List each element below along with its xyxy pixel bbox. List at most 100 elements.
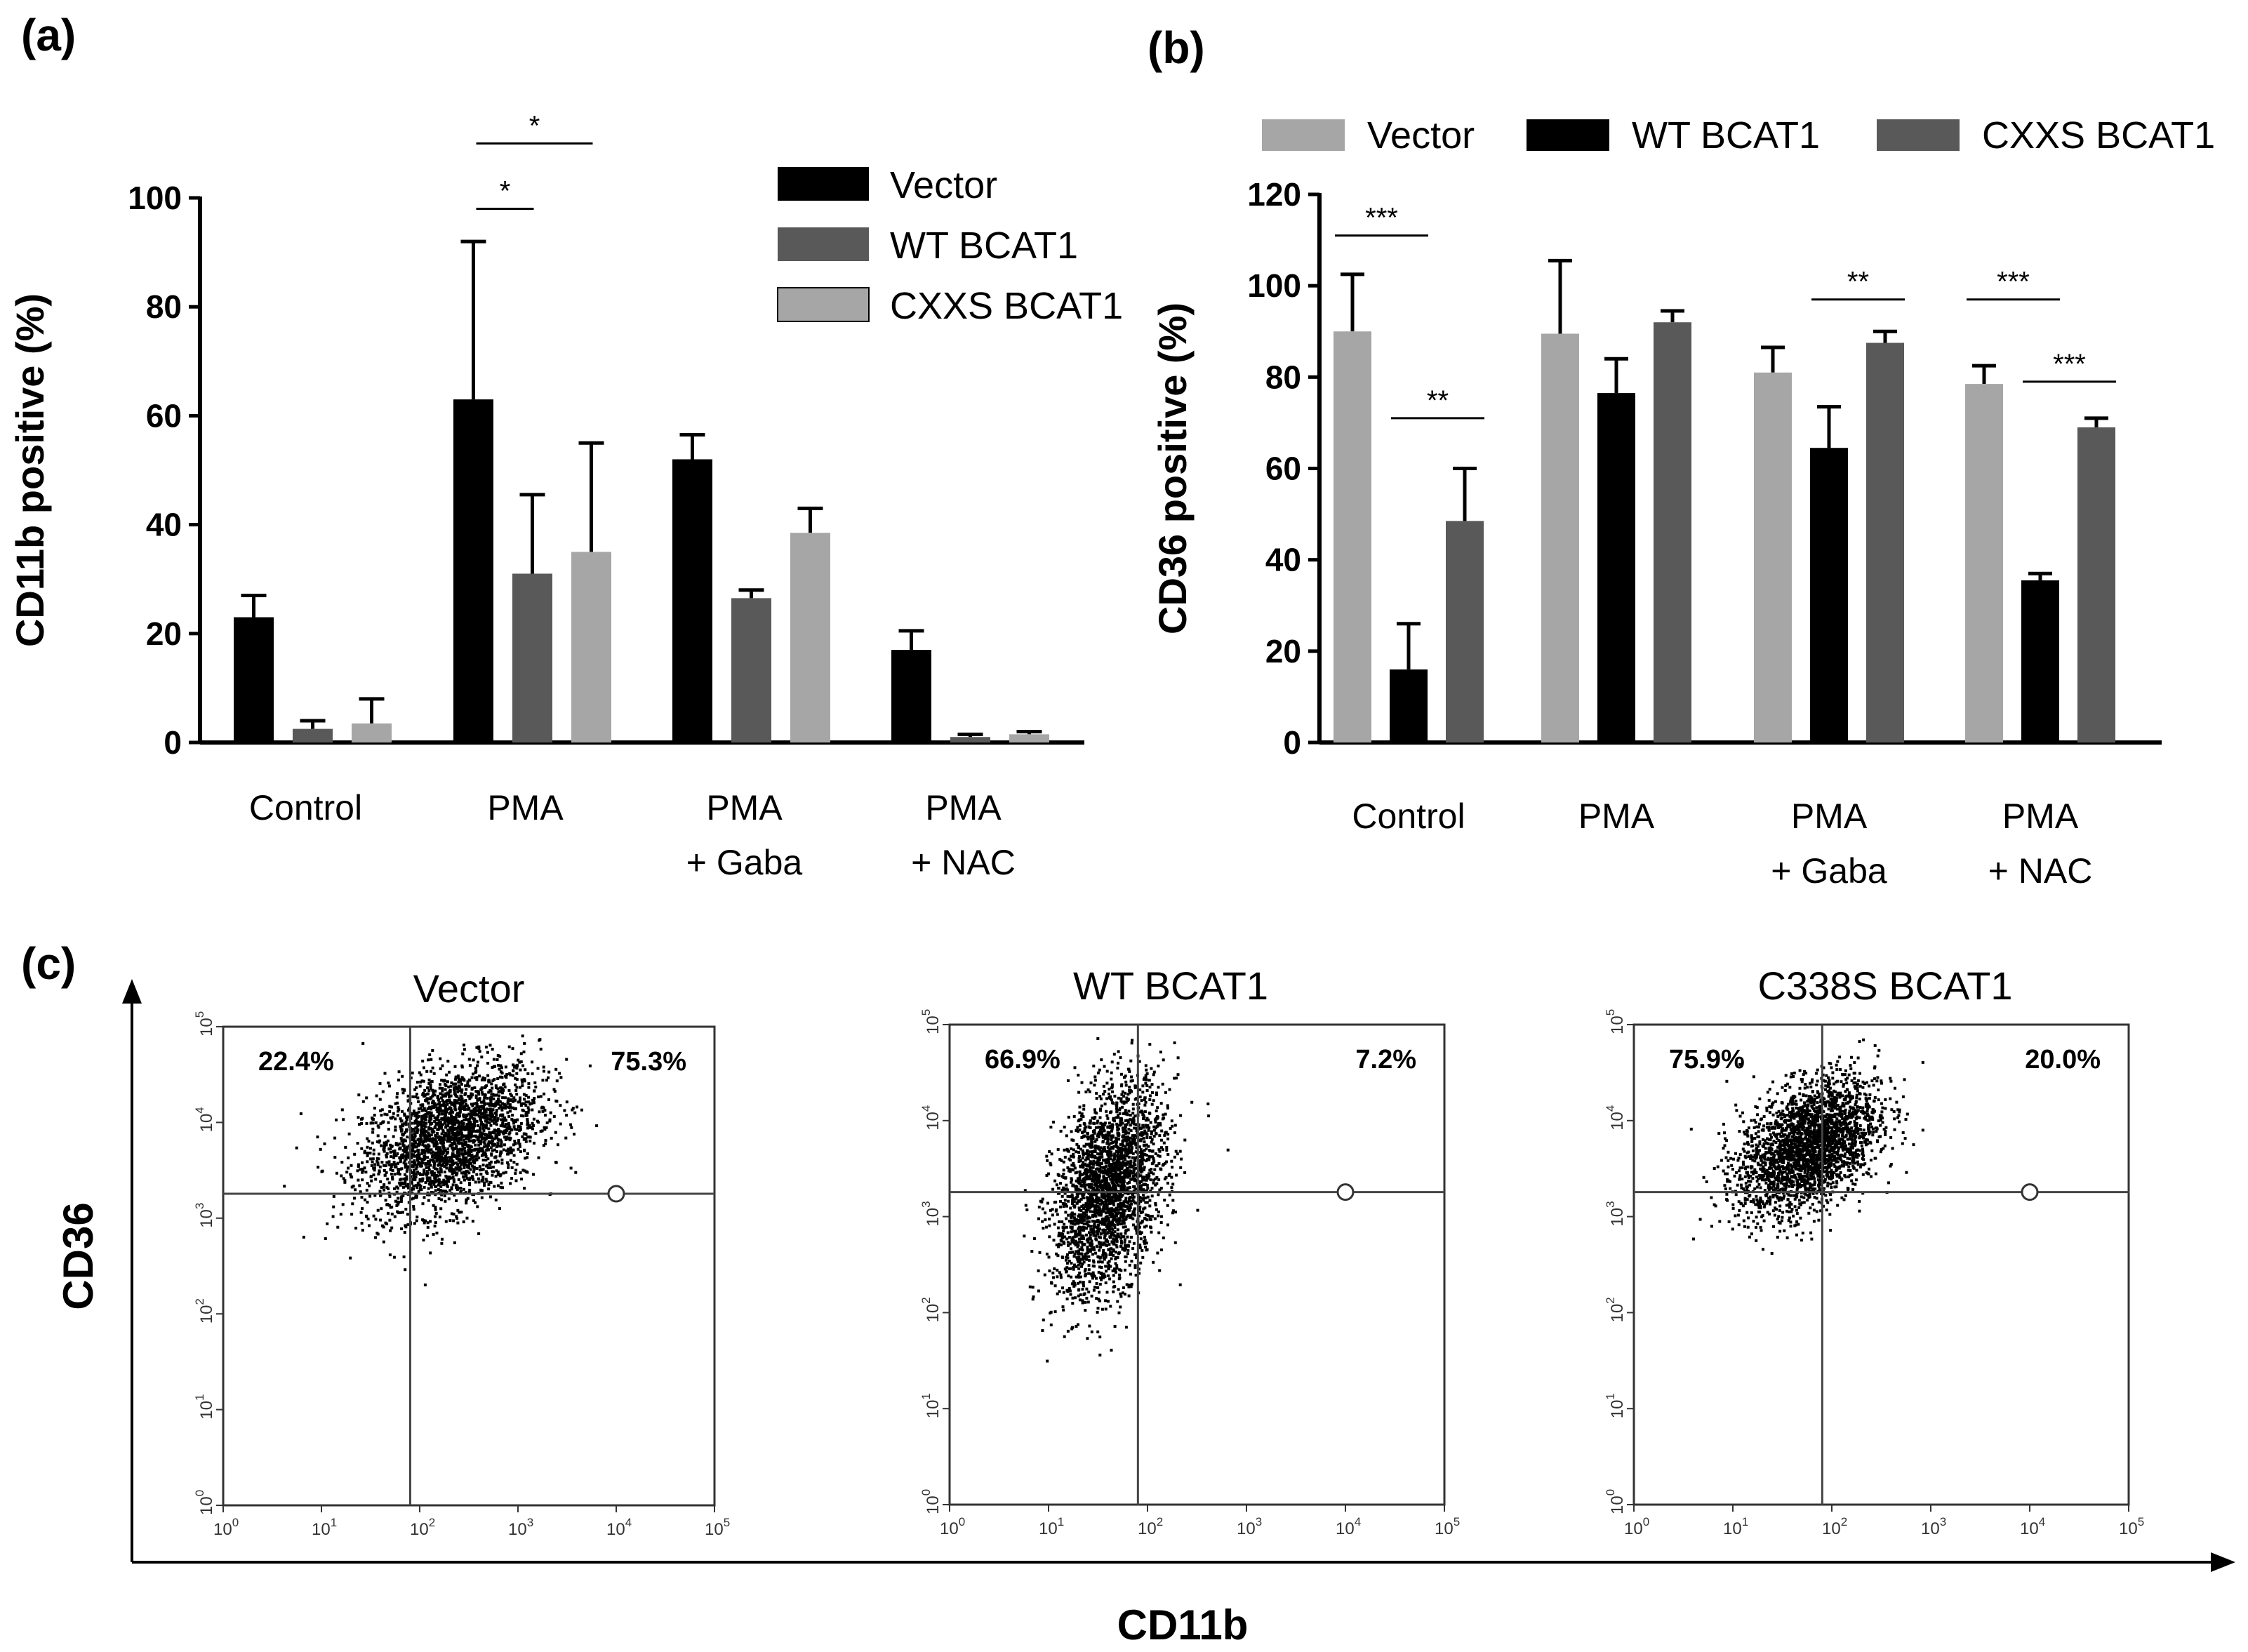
scatter-point [477, 1149, 481, 1152]
scatter-point [433, 1225, 437, 1228]
x-tick-base: 10 [312, 1520, 331, 1539]
scatter-point [439, 1185, 443, 1188]
y-tick-label: 40 [1265, 542, 1301, 578]
scatter-point [1086, 1149, 1089, 1152]
scatter-point [1145, 1178, 1148, 1182]
scatter-point [431, 1094, 434, 1098]
scatter-point [434, 1105, 437, 1108]
scatter-point [470, 1132, 473, 1135]
scatter-point [1138, 1246, 1142, 1250]
scatter-point [1129, 1285, 1133, 1288]
scatter-point [392, 1156, 396, 1159]
scatter-point [1088, 1231, 1091, 1234]
scatter-point [1093, 1210, 1097, 1213]
scatter-point [452, 1131, 455, 1135]
scatter-point [435, 1142, 439, 1145]
scatter-point [1147, 1128, 1150, 1132]
scatter-point [461, 1128, 465, 1131]
scatter-point [1072, 1200, 1076, 1204]
scatter-point [1129, 1079, 1133, 1083]
scatter-point [1098, 1152, 1101, 1156]
scatter-point [531, 1060, 534, 1064]
scatter-point [1129, 1136, 1132, 1140]
scatter-point [1084, 1309, 1087, 1312]
scatter-point [464, 1084, 467, 1088]
scatter-point [1174, 1150, 1178, 1153]
scatter-point [419, 1164, 423, 1168]
scatter-point [403, 1088, 406, 1092]
scatter-point [434, 1089, 437, 1093]
scatter-point [1070, 1193, 1074, 1197]
scatter-point [1103, 1209, 1106, 1213]
scatter-point [448, 1139, 451, 1143]
scatter-point [1105, 1081, 1109, 1085]
scatter-point [485, 1117, 488, 1120]
scatter-point [488, 1133, 492, 1137]
scatter-point [480, 1196, 484, 1199]
scatter-point [1065, 1288, 1069, 1292]
scatter-point [457, 1081, 460, 1084]
scatter-point [1074, 1197, 1077, 1200]
scatter-point [1080, 1112, 1084, 1116]
scatter-point [458, 1098, 462, 1102]
scatter-point [372, 1214, 375, 1218]
scatter-point [1143, 1140, 1146, 1143]
scatter-point [478, 1165, 481, 1168]
scatter-point [440, 1079, 444, 1082]
scatter-point [482, 1129, 486, 1133]
gate-handle [607, 1185, 625, 1203]
scatter-point [466, 1123, 470, 1126]
scatter-point [1091, 1179, 1094, 1183]
scatter-point [487, 1143, 490, 1147]
scatter-point [1073, 1066, 1077, 1070]
scatter-point [412, 1110, 415, 1113]
scatter-point [509, 1128, 512, 1131]
scatter-point [383, 1150, 386, 1153]
scatter-point [1089, 1171, 1093, 1174]
scatter-point [1115, 1255, 1118, 1259]
scatter-point [1093, 1084, 1096, 1087]
scatter-point [438, 1105, 441, 1108]
scatter-point [1106, 1173, 1110, 1176]
scatter-point [385, 1140, 388, 1144]
scatter-point [421, 1218, 425, 1222]
scatter-point [507, 1166, 510, 1169]
scatter-point [414, 1095, 418, 1098]
scatter-point [1119, 1207, 1123, 1211]
scatter-point [1126, 1174, 1129, 1178]
scatter-point [1072, 1216, 1076, 1220]
scatter-point [503, 1103, 506, 1107]
scatter-point [462, 1220, 465, 1224]
scatter-point [1110, 1129, 1113, 1133]
scatter-point [1170, 1186, 1173, 1190]
scatter-point [477, 1045, 481, 1048]
scatter-point [434, 1221, 437, 1225]
scatter-point [1116, 1300, 1119, 1303]
scatter-point [1155, 1125, 1159, 1128]
scatter-point [1110, 1212, 1113, 1215]
scatter-point [1126, 1186, 1130, 1190]
scatter-point [418, 1138, 421, 1140]
scatter-point [456, 1152, 460, 1155]
scatter-point [504, 1118, 507, 1121]
scatter-point [460, 1134, 464, 1137]
scatter-point [1106, 1240, 1110, 1244]
scatter-point [1166, 1104, 1169, 1107]
scatter-point [465, 1136, 469, 1140]
scatter-point [371, 1121, 373, 1124]
scatter-point [383, 1168, 386, 1172]
scatter-point [1064, 1176, 1068, 1180]
scatter-point [1048, 1218, 1051, 1221]
scatter-point [375, 1159, 379, 1163]
scatter-point [1060, 1188, 1064, 1192]
scatter-point [378, 1082, 382, 1085]
scatter-point [1128, 1284, 1131, 1287]
scatter-point [1043, 1273, 1046, 1277]
scatter-point [438, 1138, 441, 1141]
scatter-point [1028, 1285, 1032, 1288]
scatter-point [1079, 1237, 1083, 1241]
scatter-point [435, 1118, 439, 1121]
scatter-point [1103, 1103, 1107, 1106]
scatter-point [1107, 1265, 1110, 1268]
scatter-point [441, 1095, 445, 1098]
